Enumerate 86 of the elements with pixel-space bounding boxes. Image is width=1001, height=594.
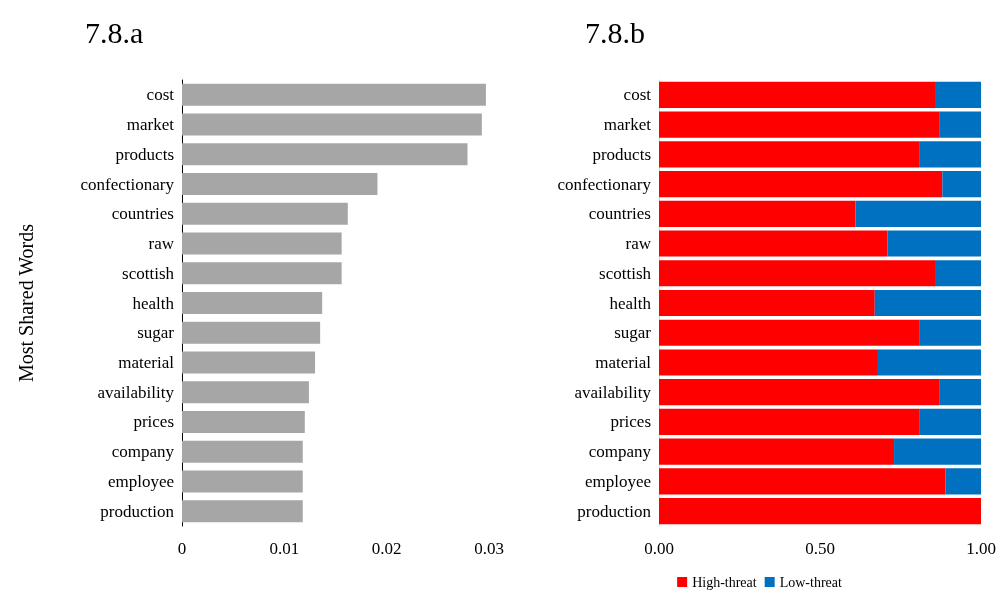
- bar: [659, 111, 940, 138]
- y-tick-label: company: [111, 442, 175, 462]
- legend-label: High-threat: [692, 574, 757, 590]
- bar: [659, 379, 940, 406]
- y-tick-label: market: [126, 115, 175, 135]
- y-tick-label: material: [118, 352, 175, 372]
- bar: [939, 379, 981, 406]
- bar: [182, 321, 321, 344]
- bar: [182, 351, 316, 374]
- y-tick-label: countries: [588, 204, 651, 224]
- y-tick-label: health: [132, 293, 175, 313]
- x-tick-label: 0.00: [644, 539, 674, 558]
- bar: [659, 438, 895, 465]
- bar: [182, 381, 309, 404]
- y-tick-label: products: [592, 144, 651, 164]
- bar: [182, 143, 468, 166]
- y-tick-label: raw: [148, 234, 175, 254]
- bar: [659, 141, 920, 168]
- y-tick-label: health: [609, 293, 652, 313]
- y-tick-label: availability: [97, 382, 175, 402]
- bar: [942, 170, 981, 198]
- x-tick-label: 0.02: [371, 539, 402, 558]
- bar: [887, 230, 981, 257]
- bar: [182, 500, 303, 523]
- y-tick-label: prices: [610, 412, 651, 432]
- bar: [182, 83, 486, 106]
- y-tick-label: scottish: [599, 263, 652, 283]
- bar: [659, 260, 936, 287]
- chart-title: 7.8.a: [85, 15, 144, 49]
- y-tick-label: employee: [107, 471, 174, 491]
- bar: [182, 173, 378, 196]
- x-tick-label: 0.50: [805, 539, 835, 558]
- bar: [874, 289, 981, 317]
- bar: [894, 438, 981, 465]
- y-tick-label: countries: [111, 204, 174, 224]
- bar: [182, 232, 342, 255]
- bar: [919, 319, 981, 346]
- y-tick-label: products: [115, 144, 174, 164]
- bar: [935, 81, 981, 108]
- y-tick-label: market: [603, 115, 652, 135]
- bar: [659, 498, 981, 525]
- y-tick-label: production: [100, 501, 175, 521]
- bar: [659, 468, 946, 495]
- bar: [182, 440, 303, 463]
- y-tick-label: company: [588, 442, 652, 462]
- bar: [659, 200, 856, 227]
- bar: [182, 262, 342, 285]
- bar: [935, 260, 981, 287]
- y-tick-label: confectionary: [557, 174, 652, 194]
- bar: [945, 468, 981, 495]
- bar: [939, 111, 981, 138]
- bar: [659, 408, 920, 436]
- y-tick-label: prices: [133, 412, 174, 432]
- bar: [182, 470, 303, 493]
- bar: [659, 289, 875, 317]
- chart-title: 7.8.b: [585, 15, 645, 49]
- y-tick-label: cost: [623, 85, 652, 105]
- bar: [659, 170, 943, 198]
- bar: [919, 141, 981, 168]
- x-tick-label: 0.01: [269, 539, 300, 558]
- bar: [855, 200, 981, 227]
- y-tick-label: availability: [574, 382, 652, 402]
- x-tick-label: 0.03: [474, 539, 504, 558]
- bar: [182, 202, 348, 225]
- bar: [877, 349, 981, 376]
- y-tick-label: sugar: [614, 323, 652, 343]
- y-tick-label: production: [577, 501, 652, 521]
- bar: [659, 319, 920, 346]
- y-tick-label: scottish: [122, 263, 175, 283]
- bar: [182, 410, 305, 433]
- y-tick-label: material: [595, 352, 652, 372]
- y-tick-label: cost: [146, 85, 175, 105]
- bar: [659, 81, 936, 108]
- y-tick-label: sugar: [137, 323, 175, 343]
- bar: [659, 230, 888, 257]
- y-tick-label: confectionary: [80, 174, 175, 194]
- x-tick-label: 0: [177, 539, 187, 558]
- y-axis-title: Most Shared Words: [15, 223, 37, 383]
- bar: [659, 349, 878, 376]
- bar: [919, 408, 981, 436]
- bar: [182, 292, 323, 314]
- y-tick-label: raw: [625, 234, 652, 254]
- y-tick-label: employee: [584, 471, 651, 491]
- x-tick-label: 1.00: [966, 539, 996, 558]
- legend-label: Low-threat: [779, 574, 842, 590]
- bar: [182, 113, 482, 136]
